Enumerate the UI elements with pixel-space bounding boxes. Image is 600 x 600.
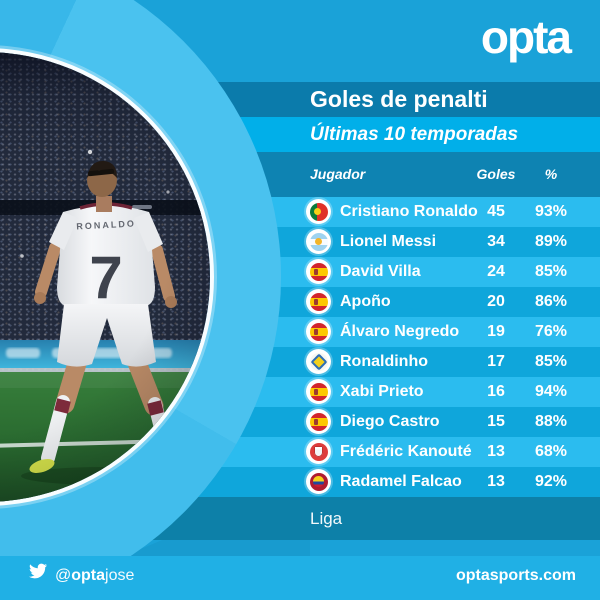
- player-photo-circle: RONALDO 7: [0, 52, 210, 502]
- spain-flag-icon: [309, 322, 328, 341]
- shirt-name: RONALDO: [76, 218, 136, 231]
- pitch: [0, 372, 210, 502]
- player-name: Frédéric Kanouté: [340, 443, 472, 460]
- player-sunglasses: [88, 168, 115, 177]
- player-left-boot: [29, 459, 55, 473]
- player-name: Lionel Messi: [340, 233, 437, 250]
- player-name: Apoño: [340, 293, 391, 310]
- player-goals: 45: [487, 203, 505, 220]
- player-shadow: [21, 467, 191, 485]
- player-flag-badge: [306, 229, 331, 254]
- player-name: David Villa: [340, 263, 421, 280]
- player-goals: 13: [487, 443, 505, 460]
- player-flag-badge: [306, 379, 331, 404]
- spain-flag-icon: [309, 292, 328, 311]
- stadium-scene: RONALDO 7: [0, 149, 210, 502]
- competition-label: Liga: [310, 509, 343, 528]
- player-name: Álvaro Negredo: [340, 323, 460, 340]
- handle-jose: jose: [105, 567, 135, 584]
- player-flag-badge: [306, 409, 331, 434]
- player-pct: 92%: [534, 473, 568, 490]
- player-name: Xabi Prieto: [340, 383, 424, 400]
- player-goals: 19: [487, 323, 505, 340]
- brazil-flag-icon: [309, 352, 328, 371]
- portugal-flag-icon: [309, 202, 328, 221]
- footer-bar: @optajose optasports.com: [0, 556, 600, 600]
- camera-flash-dots: [20, 149, 170, 258]
- sevilla-flag-icon: [309, 442, 328, 461]
- colombia-flag-icon: [309, 472, 328, 491]
- page-subtitle: Últimas 10 temporadas: [310, 124, 519, 145]
- player-pct: 85%: [534, 263, 568, 280]
- player-flag-badge: [306, 199, 331, 224]
- player-pct: 88%: [534, 413, 568, 430]
- spain-flag-icon: [309, 382, 328, 401]
- spain-flag-icon: [309, 262, 328, 281]
- player-neck: [96, 196, 112, 212]
- player-pct: 68%: [534, 443, 568, 460]
- player-flag-badge: [306, 439, 331, 464]
- player-goals: 13: [487, 473, 505, 490]
- player-goals: 17: [487, 353, 505, 370]
- player-flag-badge: [306, 289, 331, 314]
- player-figure: RONALDO 7: [29, 160, 185, 475]
- twitter-handle: @optajose: [55, 556, 134, 596]
- player-pct: 93%: [534, 203, 568, 220]
- pitch-line: [0, 438, 210, 454]
- player-goals: 15: [487, 413, 505, 430]
- argentina-flag-icon: [309, 232, 328, 251]
- player-flag-badge: [306, 319, 331, 344]
- player-name: Radamel Falcao: [340, 473, 462, 490]
- player-pct: 94%: [534, 383, 568, 400]
- page-title: Goles de penalti: [310, 86, 488, 112]
- player-left-arm: [35, 242, 61, 298]
- opta-logo: opta: [480, 11, 572, 63]
- player-shorts: [57, 304, 156, 367]
- player-goals: 34: [487, 233, 505, 250]
- player-flag-badge: [306, 259, 331, 284]
- twitter-bird-icon: [29, 563, 48, 579]
- player-goals: 24: [487, 263, 505, 280]
- player-hair: [87, 160, 117, 178]
- player-pct: 86%: [534, 293, 568, 310]
- handle-opta: opta: [71, 567, 106, 584]
- player-right-boot: [161, 461, 185, 475]
- player-goals: 16: [487, 383, 505, 400]
- player-name: Ronaldinho: [340, 353, 428, 370]
- player-pct: 89%: [534, 233, 568, 250]
- player-name: Diego Castro: [340, 413, 440, 430]
- column-header-jugador: Jugador: [310, 166, 366, 182]
- player-name: Cristiano Ronaldo: [340, 203, 478, 220]
- player-pct: 76%: [534, 323, 568, 340]
- column-header-goles: Goles: [476, 166, 516, 182]
- board-base-line: [0, 368, 210, 372]
- player-pct: 85%: [534, 353, 568, 370]
- player-flag-badge: [306, 349, 331, 374]
- player-right-arm: [151, 244, 175, 302]
- spain-flag-icon: [309, 412, 328, 431]
- player-goals: 20: [487, 293, 505, 310]
- shirt-number: 7: [89, 244, 122, 311]
- column-header-pct: %: [544, 166, 558, 182]
- website-url: optasports.com: [455, 567, 576, 584]
- handle-at: @: [55, 567, 72, 584]
- player-shirt: [57, 205, 155, 306]
- player-flag-badge: [306, 469, 331, 494]
